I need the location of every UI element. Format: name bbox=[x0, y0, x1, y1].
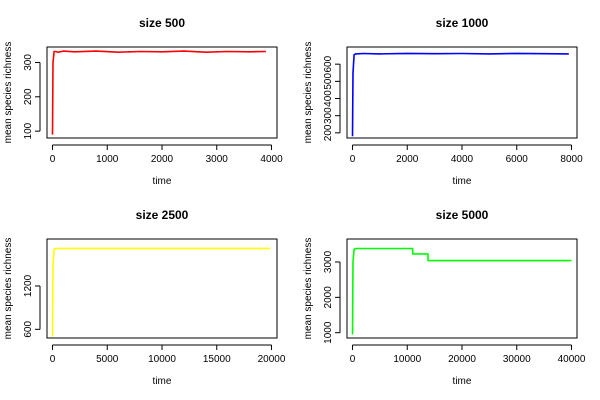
x-tick-label: 2000 bbox=[151, 154, 174, 165]
chart-panel-2: size 1000 0 2000 4000 6000 8000 20030040050060… bbox=[303, 16, 583, 187]
series-line-1 bbox=[51, 50, 267, 135]
y-tick-label: 100 bbox=[23, 122, 34, 139]
x-tick-label: 6000 bbox=[506, 154, 529, 165]
x-tick-label: 10000 bbox=[393, 354, 421, 365]
plot-box bbox=[346, 238, 578, 339]
x-tick-label: 0 bbox=[350, 154, 356, 165]
x-tick-label: 20000 bbox=[258, 354, 286, 365]
series-line-1 bbox=[51, 247, 271, 337]
plot-box bbox=[46, 46, 278, 139]
y-tick-label: 400 bbox=[323, 90, 334, 107]
x-axis-label: time bbox=[453, 376, 472, 387]
chart-panel-3: size 2500 0 5000 10000 15000 20000 600 1200 time… bbox=[3, 208, 286, 387]
x-tick-label: 3000 bbox=[206, 154, 229, 165]
x-tick-label: 20000 bbox=[448, 354, 476, 365]
chart-title: size 5000 bbox=[436, 208, 489, 222]
y-tick-label: 500 bbox=[323, 73, 334, 90]
x-axis-label: time bbox=[453, 176, 472, 187]
x-tick-label: 0 bbox=[350, 354, 356, 365]
x-tick-label: 8000 bbox=[560, 154, 583, 165]
y-axis-label: mean species richness bbox=[303, 42, 314, 144]
x-tick-label: 1000 bbox=[96, 154, 119, 165]
series-line-1 bbox=[351, 52, 569, 137]
x-axis-label: time bbox=[153, 376, 172, 387]
y-tick-label: 300 bbox=[323, 107, 334, 124]
chart-panel-4: size 5000 0 10000 20000 30000 40000 1000 2000 30… bbox=[303, 208, 586, 387]
y-tick-label: 1000 bbox=[323, 321, 334, 344]
chart-title: size 500 bbox=[139, 16, 185, 30]
y-tick-label: 2000 bbox=[323, 286, 334, 309]
x-tick-label: 5000 bbox=[96, 354, 119, 365]
y-tick-label: 600 bbox=[323, 55, 334, 72]
x-tick-label: 15000 bbox=[203, 354, 231, 365]
chart-panel-1: size 500 0 1000 2000 3000 4000 100 200 300 time me… bbox=[3, 16, 283, 187]
x-tick-label: 30000 bbox=[503, 354, 531, 365]
y-tick-label: 600 bbox=[23, 321, 34, 338]
y-tick-label: 3000 bbox=[323, 250, 334, 273]
y-axis-label: mean species richness bbox=[3, 42, 14, 144]
chart-title: size 1000 bbox=[436, 16, 489, 30]
x-tick-label: 10000 bbox=[148, 354, 176, 365]
y-tick-label: 300 bbox=[23, 54, 34, 71]
plot-box bbox=[346, 46, 578, 139]
x-tick-label: 4000 bbox=[260, 154, 283, 165]
x-tick-label: 0 bbox=[50, 154, 56, 165]
y-axis-label: mean species richness bbox=[303, 238, 314, 340]
y-axis-label: mean species richness bbox=[3, 238, 14, 340]
chart-title: size 2500 bbox=[136, 208, 189, 222]
x-axis-label: time bbox=[153, 176, 172, 187]
y-tick-label: 1200 bbox=[23, 274, 34, 297]
x-tick-label: 0 bbox=[50, 354, 56, 365]
y-tick-label: 200 bbox=[323, 124, 334, 141]
x-tick-label: 2000 bbox=[396, 154, 419, 165]
series-line-1 bbox=[351, 247, 572, 335]
x-tick-label: 4000 bbox=[451, 154, 474, 165]
x-tick-label: 40000 bbox=[558, 354, 586, 365]
y-tick-label: 200 bbox=[23, 88, 34, 105]
plot-box bbox=[46, 238, 278, 339]
